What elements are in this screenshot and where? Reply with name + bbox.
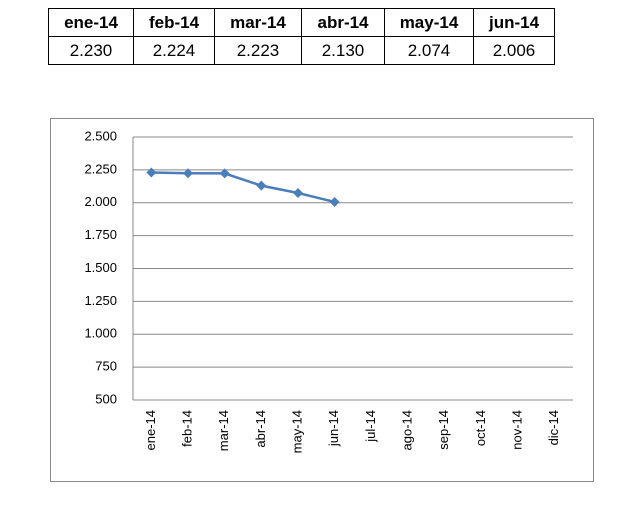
value-cell: 2.006 [473,36,555,65]
chart-frame [50,118,594,482]
header-cell: jun-14 [473,8,555,37]
x-tick-label: jun-14 [326,410,341,447]
x-tick-label: nov-14 [509,410,524,450]
value-cell: 2.223 [214,36,302,65]
header-cell: ene-14 [48,8,134,37]
y-tick-label: 2.500 [84,128,117,143]
data-table: ene-14 feb-14 mar-14 abr-14 may-14 jun-14 2.2… [48,8,555,65]
value-cell: 2.074 [384,36,474,65]
x-tick-label: jul-14 [363,410,378,443]
point-marker [183,168,193,179]
header-cell: feb-14 [133,8,215,37]
x-tick-label: ene-14 [143,410,158,450]
value-cell: 2.130 [301,36,385,65]
x-tick-label: dic-14 [546,410,561,445]
x-tick-label: mar-14 [216,410,231,451]
y-tick-label: 1.750 [84,227,117,242]
point-marker [219,168,230,179]
y-tick-label: 500 [95,391,117,406]
point-marker [146,167,157,178]
x-tick-label: abr-14 [253,410,268,448]
x-tick-label: oct-14 [473,410,488,446]
y-tick-label: 1.250 [84,293,117,308]
value-cell: 2.230 [48,36,134,65]
y-tick-label: 1.500 [84,260,117,275]
header-cell: abr-14 [301,8,385,37]
x-tick-label: sep-14 [436,410,451,450]
point-marker [293,188,303,199]
x-tick-label: feb-14 [179,410,194,447]
header-row: ene-14 feb-14 mar-14 abr-14 may-14 jun-14 [48,8,555,37]
point-marker [256,180,267,191]
data-line [151,171,335,204]
value-cell: 2.224 [133,36,215,65]
y-tick-label: 1.000 [84,326,117,341]
y-tick-label: 750 [95,359,117,374]
x-tick-label: ago-14 [399,410,414,450]
y-tick-label: 2.250 [84,161,117,176]
y-tick-label: 2.000 [84,194,117,209]
point-marker [329,196,340,207]
value-row: 2.230 2.224 2.223 2.130 2.074 2.006 [48,36,555,65]
x-tick-label: may-14 [289,410,304,453]
